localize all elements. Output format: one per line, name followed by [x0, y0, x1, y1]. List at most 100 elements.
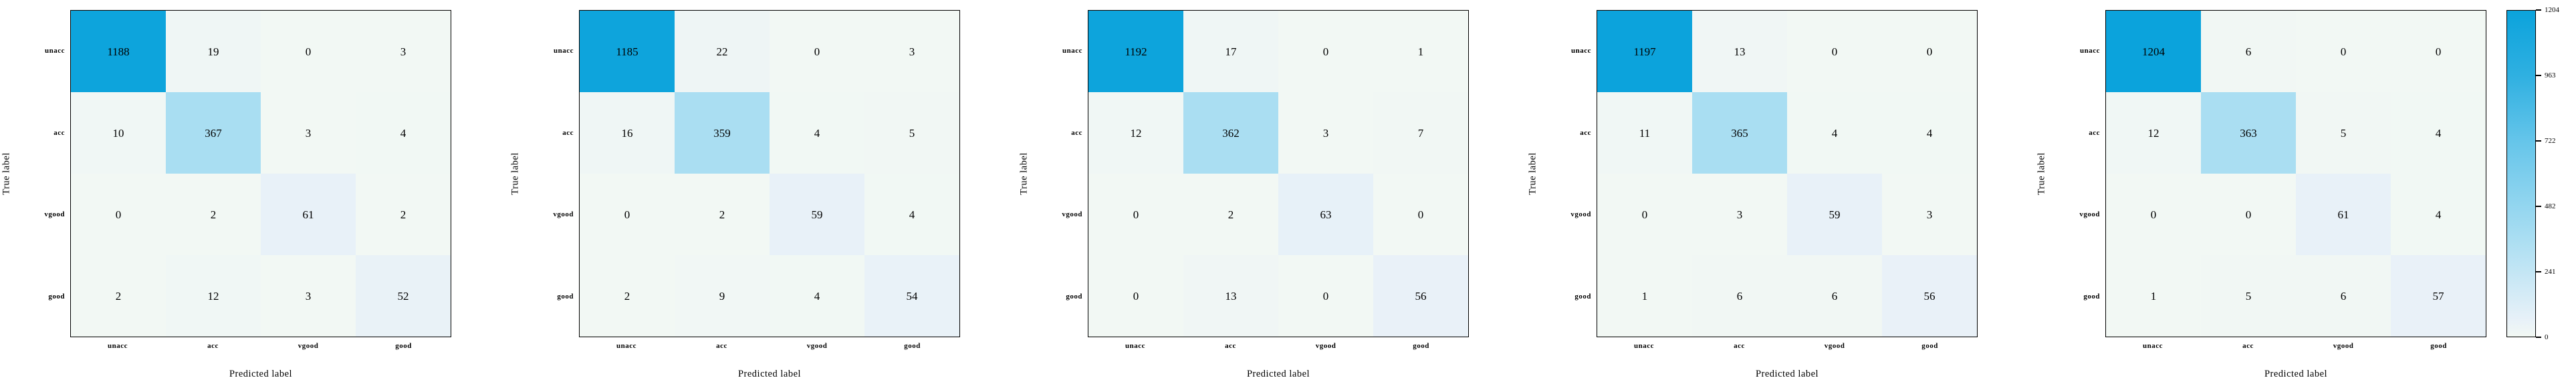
heatmap-cell: 0 [2201, 174, 2296, 255]
heatmap-cell: 13 [1692, 11, 1787, 92]
heatmap-cell: 2 [1183, 174, 1278, 255]
heatmap-cell: 6 [2296, 255, 2391, 337]
cell-value: 63 [1320, 208, 1332, 221]
heatmap-cell: 61 [261, 174, 356, 255]
cell-value: 59 [811, 208, 823, 221]
heatmap-cell: 4 [1882, 92, 1977, 174]
cell-value: 3 [1926, 208, 1933, 221]
cell-value: 12 [207, 289, 219, 303]
x-tick-label: unacc [616, 342, 636, 350]
heatmap-cell: 7 [1373, 92, 1468, 174]
cell-value: 59 [1829, 208, 1841, 221]
heatmap-cell: 9 [675, 255, 770, 337]
heatmap-grid: 1185 22 0 3 16 359 4 5 0 2 59 4 2 9 4 54 [579, 10, 960, 337]
heatmap-cell: 6 [2201, 11, 2296, 92]
y-axis-label: True label [1018, 152, 1030, 195]
cell-value: 1204 [2142, 45, 2165, 58]
cell-value: 0 [1322, 45, 1329, 58]
heatmap-cell: 59 [770, 174, 864, 255]
heatmap-cell: 1 [1597, 255, 1692, 337]
cell-value: 22 [716, 45, 728, 58]
heatmap-cell: 367 [166, 92, 261, 174]
heatmap-cell: 4 [770, 255, 864, 337]
heatmap-cell: 3 [261, 92, 356, 174]
cell-value: 61 [302, 208, 314, 221]
heatmap-cell: 0 [1088, 255, 1183, 337]
cell-value: 54 [906, 289, 918, 303]
heatmap-cell: 4 [356, 92, 451, 174]
cell-value: 2 [210, 208, 217, 221]
y-tick-label: good [48, 292, 65, 301]
heatmap-cell: 0 [2106, 174, 2201, 255]
cell-value: 2 [115, 289, 122, 303]
heatmap-cell: 5 [2296, 92, 2391, 174]
heatmap-cell: 56 [1882, 255, 1977, 337]
heatmap-cell: 11 [1597, 92, 1692, 174]
cell-value: 362 [1222, 126, 1240, 140]
cell-value: 2 [719, 208, 725, 221]
y-tick-label: good [1574, 292, 1591, 301]
heatmap-cell: 5 [864, 92, 959, 174]
heatmap-cell: 19 [166, 11, 261, 92]
heatmap-cell: 0 [2391, 11, 2486, 92]
x-tick-label: acc [207, 342, 219, 350]
cell-value: 4 [400, 126, 406, 140]
heatmap-cell: 1 [1373, 11, 1468, 92]
heatmap-cell: 12 [1088, 92, 1183, 174]
x-tick-label: good [904, 342, 921, 350]
x-axis-label: Predicted label [737, 369, 802, 379]
y-tick-label: good [557, 292, 574, 301]
heatmap-cell: 52 [356, 255, 451, 337]
x-tick-label: good [2430, 342, 2447, 350]
cell-value: 19 [207, 45, 219, 58]
x-tick-label: unacc [2143, 342, 2163, 350]
x-tick-label: good [1413, 342, 1429, 350]
heatmap-cell: 5 [2201, 255, 2296, 337]
heatmap-cell: 4 [1787, 92, 1882, 174]
y-tick-label: vgood [1570, 210, 1591, 219]
heatmap-cell: 0 [71, 174, 166, 255]
cell-value: 1188 [107, 45, 130, 58]
cell-value: 0 [1641, 208, 1648, 221]
cell-value: 0 [814, 45, 820, 58]
heatmap-cell: 0 [1088, 174, 1183, 255]
cell-value: 0 [2340, 45, 2347, 58]
cell-value: 0 [2150, 208, 2157, 221]
cell-value: 5 [2340, 126, 2347, 140]
heatmap-cell: 2 [71, 255, 166, 337]
cell-value: 0 [1926, 45, 1933, 58]
y-tick-label: vgood [1062, 210, 1082, 219]
confusion-matrix-subplot: True label 1204 6 0 0 12 363 5 4 0 0 61 4 1 5 6 57 unacc a… [2035, 0, 2534, 390]
cell-value: 0 [1133, 289, 1139, 303]
y-tick-label: good [2083, 292, 2100, 301]
cell-value: 61 [2337, 208, 2349, 221]
y-tick-label: acc [53, 128, 65, 137]
heatmap-cell: 4 [770, 92, 864, 174]
cell-value: 56 [1923, 289, 1936, 303]
heatmap-grid: 1192 17 0 1 12 362 3 7 0 2 63 0 0 13 0 56 [1088, 10, 1469, 337]
cell-value: 2 [624, 289, 630, 303]
cell-value: 4 [2435, 208, 2442, 221]
y-tick-label: acc [1071, 128, 1082, 137]
heatmap-cell: 2 [166, 174, 261, 255]
y-tick-label: good [1066, 292, 1082, 301]
x-tick-label: vgood [806, 342, 828, 350]
heatmap-cell: 63 [1278, 174, 1373, 255]
colorbar-tick-label: 963 [2545, 71, 2556, 80]
x-tick-label: acc [716, 342, 727, 350]
heatmap-cell: 0 [261, 11, 356, 92]
cell-value: 12 [2147, 126, 2159, 140]
cell-value: 1185 [616, 45, 638, 58]
y-axis-label: True label [1527, 152, 1538, 195]
y-axis-label: True label [509, 152, 521, 195]
heatmap-cell: 362 [1183, 92, 1278, 174]
cell-value: 4 [1926, 126, 1933, 140]
heatmap-cell: 17 [1183, 11, 1278, 92]
heatmap-cell: 3 [1692, 174, 1787, 255]
heatmap-cell: 365 [1692, 92, 1787, 174]
x-axis-label: Predicted label [2264, 369, 2328, 379]
cell-value: 5 [2245, 289, 2252, 303]
heatmap-cell: 61 [2296, 174, 2391, 255]
y-tick-label: unacc [554, 47, 574, 55]
x-axis-label: Predicted label [1246, 369, 1310, 379]
